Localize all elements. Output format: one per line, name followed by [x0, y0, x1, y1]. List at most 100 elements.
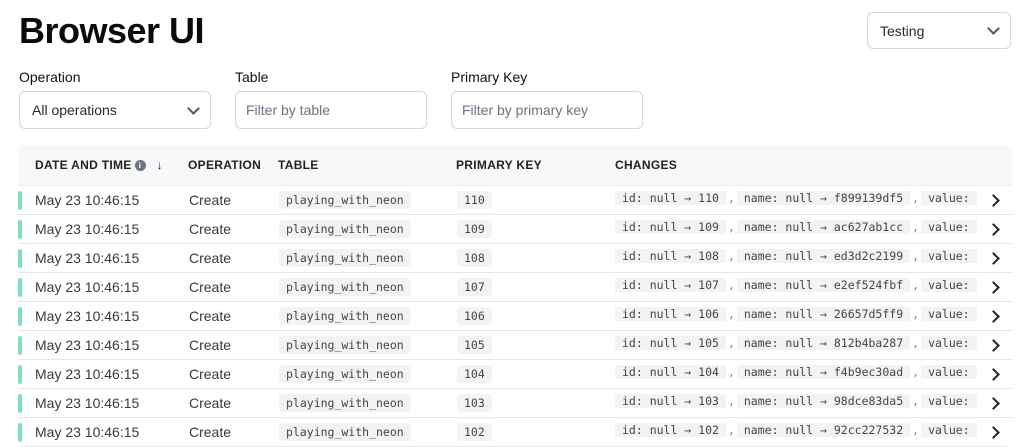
table-row[interactable]: May 23 10:46:15 Create playing_with_neon…	[18, 418, 1012, 447]
separator: ,	[912, 220, 920, 234]
operation-cell: Create	[189, 308, 232, 324]
change-pill: id: null → 106	[615, 307, 726, 321]
table-cell: playing_with_neon	[279, 307, 411, 325]
status-indicator	[18, 307, 22, 326]
separator: ,	[912, 365, 920, 379]
date-cell: May 23 10:46:15	[35, 366, 140, 382]
primary-key-cell: 107	[457, 278, 492, 296]
operation-filter-value: All operations	[32, 102, 117, 118]
sort-arrow-down-icon[interactable]: ↓	[156, 158, 163, 172]
chevron-right-icon[interactable]	[987, 194, 1000, 207]
change-pill: name: null → ed3d2c2199	[736, 249, 911, 263]
change-pill: id: null → 103	[615, 394, 726, 408]
primary-key-cell: 106	[457, 307, 492, 325]
change-pill: id: null → 108	[615, 249, 726, 263]
table-row[interactable]: May 23 10:46:15 Create playing_with_neon…	[18, 215, 1012, 244]
chevron-right-icon[interactable]	[987, 339, 1000, 352]
change-pill: value:	[921, 394, 977, 408]
table-row[interactable]: May 23 10:46:15 Create playing_with_neon…	[18, 244, 1012, 273]
chevron-right-icon[interactable]	[987, 426, 1000, 439]
operation-cell: Create	[189, 424, 232, 440]
primary-key-filter-input[interactable]	[451, 91, 643, 129]
changes-cell: id: null → 106, name: null → 26657d5ff9, v…	[615, 307, 980, 321]
changes-cell: id: null → 108, name: null → ed3d2c2199, v…	[615, 249, 980, 263]
date-cell: May 23 10:46:15	[35, 250, 140, 266]
table-cell: playing_with_neon	[279, 423, 411, 441]
table-cell: playing_with_neon	[279, 220, 411, 238]
table-body: May 23 10:46:15 Create playing_with_neon…	[18, 186, 1012, 447]
separator: ,	[727, 423, 735, 437]
change-pill: name: null → 98dce83da5	[736, 394, 911, 408]
chevron-right-icon[interactable]	[987, 252, 1000, 265]
separator: ,	[727, 394, 735, 408]
operation-filter-select[interactable]: All operations	[19, 91, 211, 129]
operation-cell: Create	[189, 192, 232, 208]
table-cell: playing_with_neon	[279, 249, 411, 267]
table-row[interactable]: May 23 10:46:15 Create playing_with_neon…	[18, 273, 1012, 302]
status-indicator	[18, 394, 22, 413]
status-indicator	[18, 336, 22, 355]
chevron-right-icon[interactable]	[987, 397, 1000, 410]
date-cell: May 23 10:46:15	[35, 337, 140, 353]
table-row[interactable]: May 23 10:46:15 Create playing_with_neon…	[18, 302, 1012, 331]
operation-filter-label: Operation	[19, 69, 81, 85]
chevron-down-icon	[987, 22, 1000, 35]
change-pill: id: null → 110	[615, 191, 726, 205]
operation-cell: Create	[189, 337, 232, 353]
change-pill: name: null → e2ef524fbf	[736, 278, 911, 292]
date-cell: May 23 10:46:15	[35, 424, 140, 440]
status-indicator	[18, 220, 22, 239]
date-cell: May 23 10:46:15	[35, 279, 140, 295]
operation-cell: Create	[189, 250, 232, 266]
table-row[interactable]: May 23 10:46:15 Create playing_with_neon…	[18, 331, 1012, 360]
environment-select[interactable]: Testing	[867, 12, 1011, 49]
primary-key-filter-label: Primary Key	[451, 69, 528, 85]
change-pill: value:	[921, 249, 977, 263]
table-row[interactable]: May 23 10:46:15 Create playing_with_neon…	[18, 360, 1012, 389]
separator: ,	[912, 191, 920, 205]
column-date[interactable]: DATE AND TIME i ↓	[35, 158, 163, 172]
table-filter-input[interactable]	[235, 91, 427, 129]
change-pill: id: null → 109	[615, 220, 726, 234]
date-cell: May 23 10:46:15	[35, 308, 140, 324]
change-pill: value:	[921, 191, 977, 205]
chevron-right-icon[interactable]	[987, 223, 1000, 236]
change-pill: value:	[921, 220, 977, 234]
history-table: DATE AND TIME i ↓ OPERATION TABLE PRIMARY …	[18, 145, 1012, 447]
separator: ,	[912, 394, 920, 408]
table-cell: playing_with_neon	[279, 394, 411, 412]
changes-cell: id: null → 103, name: null → 98dce83da5, v…	[615, 394, 980, 408]
table-filter-label: Table	[235, 69, 269, 85]
chevron-right-icon[interactable]	[987, 281, 1000, 294]
separator: ,	[912, 307, 920, 321]
chevron-right-icon[interactable]	[987, 310, 1000, 323]
table-row[interactable]: May 23 10:46:15 Create playing_with_neon…	[18, 186, 1012, 215]
primary-key-cell: 109	[457, 220, 492, 238]
separator: ,	[727, 220, 735, 234]
table-header: DATE AND TIME i ↓ OPERATION TABLE PRIMARY …	[18, 145, 1012, 186]
chevron-down-icon	[187, 101, 200, 115]
date-cell: May 23 10:46:15	[35, 192, 140, 208]
table-cell: playing_with_neon	[279, 191, 411, 209]
status-indicator	[18, 278, 22, 297]
separator: ,	[727, 307, 735, 321]
change-pill: name: null → f4b9ec30ad	[736, 365, 911, 379]
info-icon[interactable]: i	[134, 160, 146, 171]
table-cell: playing_with_neon	[279, 365, 411, 383]
changes-cell: id: null → 105, name: null → 812b4ba287, v…	[615, 336, 980, 350]
separator: ,	[727, 336, 735, 350]
change-pill: id: null → 102	[615, 423, 726, 437]
chevron-right-icon[interactable]	[987, 368, 1000, 381]
separator: ,	[727, 191, 735, 205]
changes-cell: id: null → 104, name: null → f4b9ec30ad, v…	[615, 365, 980, 379]
primary-key-cell: 105	[457, 336, 492, 354]
change-pill: value:	[921, 307, 977, 321]
table-row[interactable]: May 23 10:46:15 Create playing_with_neon…	[18, 389, 1012, 418]
changes-cell: id: null → 102, name: null → 92cc227532, v…	[615, 423, 980, 437]
operation-cell: Create	[189, 395, 232, 411]
change-pill: value:	[921, 278, 977, 292]
primary-key-cell: 104	[457, 365, 492, 383]
separator: ,	[912, 278, 920, 292]
change-pill: name: null → 812b4ba287	[736, 336, 911, 350]
date-cell: May 23 10:46:15	[35, 221, 140, 237]
